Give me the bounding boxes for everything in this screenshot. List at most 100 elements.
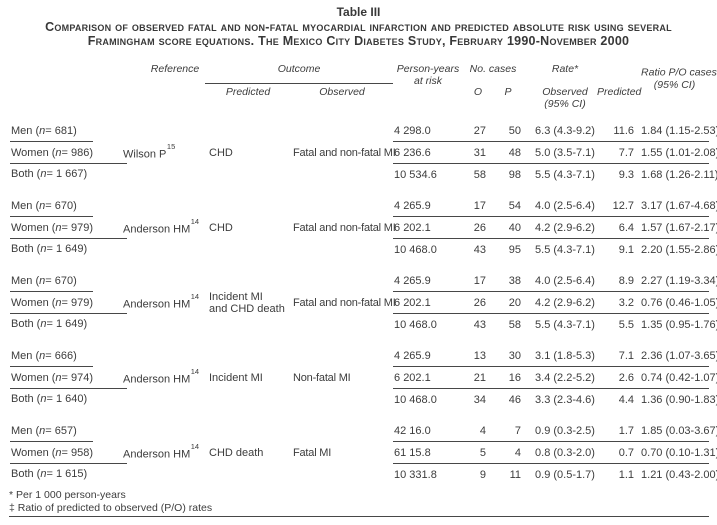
predicted-rate-value: 2.6 bbox=[597, 366, 642, 389]
outcome-observed-text: Fatal and non-fatal MI bbox=[293, 296, 396, 309]
n-symbol: n bbox=[40, 168, 47, 181]
predicted-rate-value: 1.1 bbox=[618, 468, 635, 481]
outcome-observed-text: Fatal and non-fatal MI bbox=[293, 221, 396, 234]
row-group-label: Men (n= 681) bbox=[9, 120, 123, 142]
ratio-value: 1.36 (0.90-1.83) bbox=[641, 393, 717, 406]
row-underline bbox=[10, 237, 127, 239]
observed-cases-value: 13 bbox=[463, 345, 494, 367]
predicted-cases-value: 54 bbox=[493, 195, 524, 217]
observed-rate-value: 5.5 (4.3-7.1) bbox=[535, 168, 595, 181]
column-header-predicted-cases: P bbox=[504, 85, 512, 98]
person-years-value: 6 202.1 bbox=[393, 216, 464, 239]
row-group-label: Women (n= 974) bbox=[9, 367, 127, 389]
header-spacer bbox=[597, 61, 641, 84]
predicted-rate-value: 3.2 bbox=[597, 291, 642, 314]
outcome-predicted-text: CHD bbox=[209, 146, 233, 159]
header-row-1: Reference Outcome Person-years at risk N… bbox=[9, 61, 717, 91]
table-row: Women (n= 986) 6 236.6 31 48 5.0 (3.5-7.1) 7.… bbox=[9, 141, 717, 164]
results-table: Reference Outcome Person-years at risk N… bbox=[9, 61, 717, 486]
table-row: Men (n= 657) Anderson HM14 CHD death Fatal … bbox=[9, 420, 717, 460]
table-row: Both (n= 1 640) 10 468.0 34 46 3.3 (2.3-4.6)… bbox=[9, 389, 717, 411]
group-label-count: = 670) bbox=[45, 199, 77, 212]
outcome-observed-text: Fatal MI bbox=[293, 446, 332, 459]
group-label-text: Both ( bbox=[11, 393, 41, 406]
row-underline bbox=[10, 365, 93, 367]
n-symbol: n bbox=[40, 468, 47, 481]
ratio-value: 1.21 (0.43-2.00) bbox=[641, 468, 717, 481]
group-label-count: = 974) bbox=[61, 371, 94, 384]
outcome-observed-cell: Fatal MI bbox=[291, 420, 393, 485]
footnote-ratio-definition: ‡ Ratio of predicted to observed (P/O) r… bbox=[9, 501, 213, 514]
ratio-value: 0.70 (0.10-1.31) bbox=[641, 441, 717, 464]
outcome-predicted-text: Incident MI bbox=[209, 371, 263, 384]
row-group-label: Both (n= 1 615) bbox=[9, 464, 123, 486]
predicted-rate-value: 12.7 bbox=[597, 195, 642, 217]
person-years-value: 4 298.0 bbox=[393, 120, 464, 142]
n-symbol: n bbox=[39, 424, 46, 437]
group-label-count: = 666) bbox=[45, 349, 77, 362]
outcome-observed-cell: Fatal and non-fatal MI bbox=[291, 270, 396, 335]
table-row: Both (n= 1 649) 10 468.0 43 58 5.5 (4.3-7.1)… bbox=[9, 314, 717, 336]
row-underline bbox=[10, 312, 127, 314]
table-number: Table III bbox=[336, 5, 381, 19]
person-years-line2: at risk bbox=[414, 75, 443, 87]
column-header-person-years: Person-years at risk bbox=[393, 61, 463, 120]
group-label-text: Women ( bbox=[11, 371, 56, 384]
reference-citation: 15 bbox=[166, 142, 176, 152]
outcome-predicted-text: Incident MI bbox=[209, 290, 263, 303]
observed-rate-value: 0.9 (0.3-2.5) bbox=[523, 420, 598, 442]
group-label-count: = 1 615) bbox=[46, 468, 88, 481]
table-bottom-rule bbox=[9, 516, 709, 518]
group-label-count: = 681) bbox=[45, 124, 77, 137]
table-title-block: Table III Comparison of observed fatal a… bbox=[0, 0, 717, 48]
header-spacer bbox=[123, 84, 205, 121]
observed-cases-value: 21 bbox=[463, 366, 494, 389]
table-row: Both (n= 1 649) 10 468.0 43 95 5.5 (4.3-7.1)… bbox=[9, 239, 717, 261]
table-row: Women (n= 958) 61 15.8 5 4 0.8 (0.3-2.0) 0.7 0… bbox=[9, 441, 717, 464]
outcome-predicted-text: CHD bbox=[209, 221, 233, 234]
block-spacer bbox=[9, 410, 709, 420]
n-symbol: n bbox=[40, 318, 47, 331]
observed-cases-value: 58 bbox=[473, 168, 487, 181]
group-label-count: = 1 640) bbox=[46, 393, 88, 406]
observed-rate-value: 5.5 (4.3-7.1) bbox=[535, 243, 595, 256]
row-underline bbox=[10, 387, 127, 389]
group-label-text: Women ( bbox=[11, 296, 56, 309]
person-years-value: 6 202.1 bbox=[393, 366, 464, 389]
predicted-rate-value: 8.9 bbox=[597, 270, 642, 292]
predicted-rate-value: 7.1 bbox=[597, 345, 642, 367]
row-underline bbox=[10, 462, 127, 464]
ratio-header-line2: (95% CI) bbox=[653, 78, 696, 91]
predicted-cases-value: 46 bbox=[508, 393, 522, 406]
block-spacer bbox=[9, 260, 709, 270]
n-symbol: n bbox=[39, 349, 46, 362]
row-underline bbox=[10, 290, 93, 292]
observed-rate-value: 4.2 (2.9-6.2) bbox=[523, 291, 598, 314]
observed-rate-value: 0.8 (0.3-2.0) bbox=[523, 441, 598, 464]
footnotes: * Per 1 000 person-years ‡ Ratio of pred… bbox=[9, 489, 717, 514]
predicted-cases-value: 95 bbox=[508, 243, 522, 256]
person-years-value: 4 265.9 bbox=[393, 270, 464, 292]
reference-name: Wilson P bbox=[123, 148, 167, 161]
row-underline bbox=[10, 162, 127, 164]
predicted-cases-value: 4 bbox=[493, 441, 524, 464]
ratio-value: 0.76 (0.46-1.05) bbox=[641, 291, 717, 314]
block-spacer bbox=[9, 335, 709, 345]
outcome-predicted-cell: CHD bbox=[205, 195, 291, 260]
n-symbol: n bbox=[39, 124, 46, 137]
reference-cell: Wilson P15 bbox=[123, 120, 205, 185]
reference-citation: 14 bbox=[190, 367, 200, 377]
footnote-per-person-years: * Per 1 000 person-years bbox=[9, 489, 126, 501]
person-years-value: 10 468.0 bbox=[394, 243, 437, 256]
n-symbol: n bbox=[40, 243, 47, 256]
row-underline bbox=[10, 140, 93, 142]
reference-citation: 14 bbox=[190, 217, 200, 227]
column-header-ratio: Ratio P/O cases‡ (95% CI) bbox=[641, 61, 717, 120]
group-label-text: Both ( bbox=[11, 468, 41, 481]
predicted-cases-value: 48 bbox=[493, 141, 524, 164]
ratio-value: 1.35 (0.95-1.76) bbox=[641, 318, 717, 331]
n-symbol: n bbox=[39, 199, 46, 212]
table-row: Both (n= 1 615) 10 331.8 9 11 0.9 (0.5-1.7) 1… bbox=[9, 464, 717, 486]
row-group-label: Women (n= 986) bbox=[9, 142, 127, 164]
ratio-header-line1: Ratio P/O cases bbox=[641, 66, 717, 79]
